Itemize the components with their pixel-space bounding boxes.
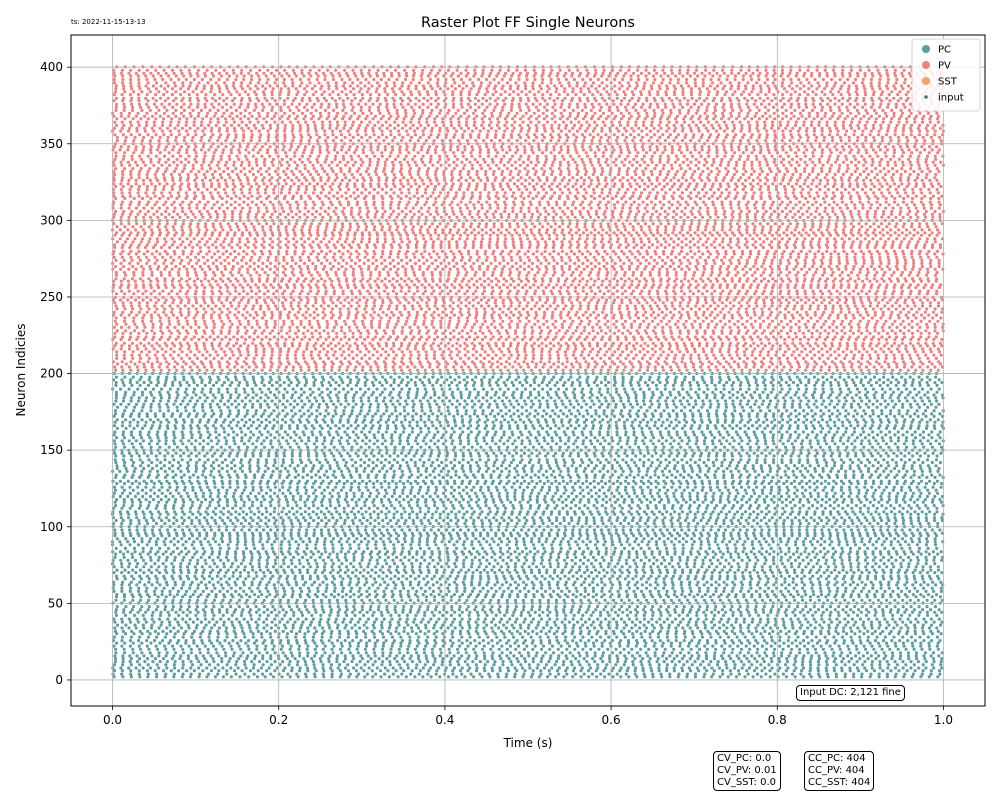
spikes-pc: [111, 371, 945, 679]
x-tick-label: 0.4: [435, 713, 454, 727]
x-tick-label: 0.2: [269, 713, 288, 727]
y-tick-label: 200: [40, 367, 63, 381]
legend-box: [911, 38, 981, 112]
x-axis-ticks: 0.0 0.2 0.4 0.6 0.8 1.0: [103, 706, 953, 727]
legend-label-input: input: [938, 93, 964, 104]
y-tick-label: 0: [55, 673, 63, 687]
spike-markers: [111, 65, 945, 679]
grid-lines: [71, 35, 985, 706]
legend: PC PV SST input: [911, 38, 981, 112]
legend-marker-pc: [922, 45, 930, 53]
cv-stats-box: CV_PC: 0.0 CV_PV: 0.01 CV_SST: 0.0: [713, 751, 781, 791]
timestamp-label: ts: 2022-11-15-13-13: [71, 18, 146, 26]
y-tick-label: 50: [48, 596, 63, 610]
legend-marker-sst: [922, 77, 930, 85]
cc-stats-box: CC_PC: 404 CC_PV: 404 CC_SST: 404: [804, 751, 875, 791]
y-tick-label: 300: [40, 213, 63, 227]
x-tick-label: 0.6: [602, 713, 621, 727]
y-tick-label: 400: [40, 60, 63, 74]
spikes-pv: [111, 65, 945, 372]
cv-pc-text: CV_PC: 0.0: [717, 753, 772, 764]
legend-marker-input: [924, 95, 928, 99]
input-dc-box: Input DC: 2,121 fine: [796, 685, 905, 701]
y-axis-ticks: 0 50 100 150 200 250 300 350 400: [40, 60, 71, 687]
y-tick-label: 350: [40, 137, 63, 151]
y-tick-label: 150: [40, 443, 63, 457]
x-tick-label: 1.0: [934, 713, 953, 727]
x-tick-label: 0.0: [103, 713, 122, 727]
legend-marker-pv: [922, 61, 930, 69]
y-axis-label: Neuron Indicies: [14, 323, 28, 416]
legend-label-sst: SST: [938, 77, 958, 88]
legend-label-pv: PV: [938, 61, 951, 72]
cc-pc-text: CC_PC: 404: [808, 753, 866, 764]
y-tick-label: 250: [40, 290, 63, 304]
x-tick-label: 0.8: [768, 713, 787, 727]
x-axis-label: Time (s): [503, 736, 553, 750]
chart-title: Raster Plot FF Single Neurons: [421, 15, 635, 31]
legend-label-pc: PC: [938, 45, 951, 56]
cc-sst-text: CC_SST: 404: [808, 777, 871, 788]
y-tick-label: 100: [40, 520, 63, 534]
input-dc-text: Input DC: 2,121 fine: [800, 687, 901, 698]
plot-frame: [70, 34, 986, 707]
cv-pv-text: CV_PV: 0.01: [717, 765, 777, 776]
cc-pv-text: CC_PV: 404: [808, 765, 865, 776]
cv-sst-text: CV_SST: 0.0: [717, 777, 776, 788]
